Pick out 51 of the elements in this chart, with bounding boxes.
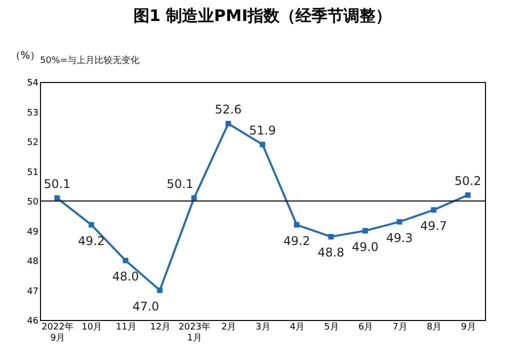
y-tick-label: 46 <box>27 316 39 326</box>
x-tick-label: 2月 <box>221 322 236 332</box>
data-label: 48.8 <box>318 246 344 260</box>
data-label: 49.0 <box>352 240 379 254</box>
data-label: 49.3 <box>386 230 413 245</box>
x-tick-label: 12月 <box>150 322 171 332</box>
point <box>294 222 300 228</box>
y-tick-label: 50 <box>27 198 39 208</box>
chart-title: 图1 制造业PMI指数（经季节调整） <box>133 6 392 25</box>
point <box>88 222 94 228</box>
point <box>54 195 60 201</box>
point <box>328 234 334 240</box>
text: 50%=与上月比较无变化 <box>40 55 140 66</box>
data-label: 49.2 <box>283 234 310 248</box>
x-tick-label: 2023年 1月 <box>178 322 210 344</box>
x-tick-label: 4月 <box>290 322 305 332</box>
data-label: 50.2 <box>454 174 482 188</box>
point <box>396 219 402 225</box>
x-tick-label: 7月 <box>392 322 408 332</box>
data-label: 49.7 <box>420 218 448 233</box>
y-tick-label: 52 <box>27 138 38 148</box>
data-label: 50.1 <box>44 177 70 192</box>
point <box>362 228 368 234</box>
x-tick-label: 3月 <box>256 322 270 332</box>
x-tick-label: 9月 <box>461 322 476 332</box>
data-label: 49.2 <box>78 234 105 248</box>
y-tick-label: 54 <box>27 78 39 88</box>
point <box>226 120 232 126</box>
y-tick-label: 47 <box>27 286 38 297</box>
data-label: 52.6 <box>214 102 242 117</box>
y-tick-label: 51 <box>27 168 38 178</box>
point <box>260 142 266 148</box>
point <box>122 258 128 264</box>
y-tick-label: 48 <box>27 257 39 267</box>
data-label: 48.0 <box>112 270 139 284</box>
point <box>157 288 163 293</box>
data-label: 47.0 <box>132 299 160 314</box>
x-tick-label: 2022年 9月 <box>42 322 74 344</box>
point <box>465 192 471 198</box>
y-tick-label: 53 <box>27 108 38 118</box>
x-tick-label: 10月 <box>82 322 102 332</box>
data-label: 50.1 <box>166 177 194 192</box>
data-label: 51.9 <box>249 123 276 138</box>
y-axis-title: （%） <box>10 50 40 62</box>
x-tick-label: 6月 <box>358 322 374 332</box>
point <box>191 195 197 201</box>
point <box>430 207 436 213</box>
x-tick-label: 5月 <box>324 322 339 332</box>
x-tick-label: 11月 <box>116 322 136 332</box>
x-tick-label: 8月 <box>426 322 442 332</box>
y-tick-label: 49 <box>27 227 39 238</box>
